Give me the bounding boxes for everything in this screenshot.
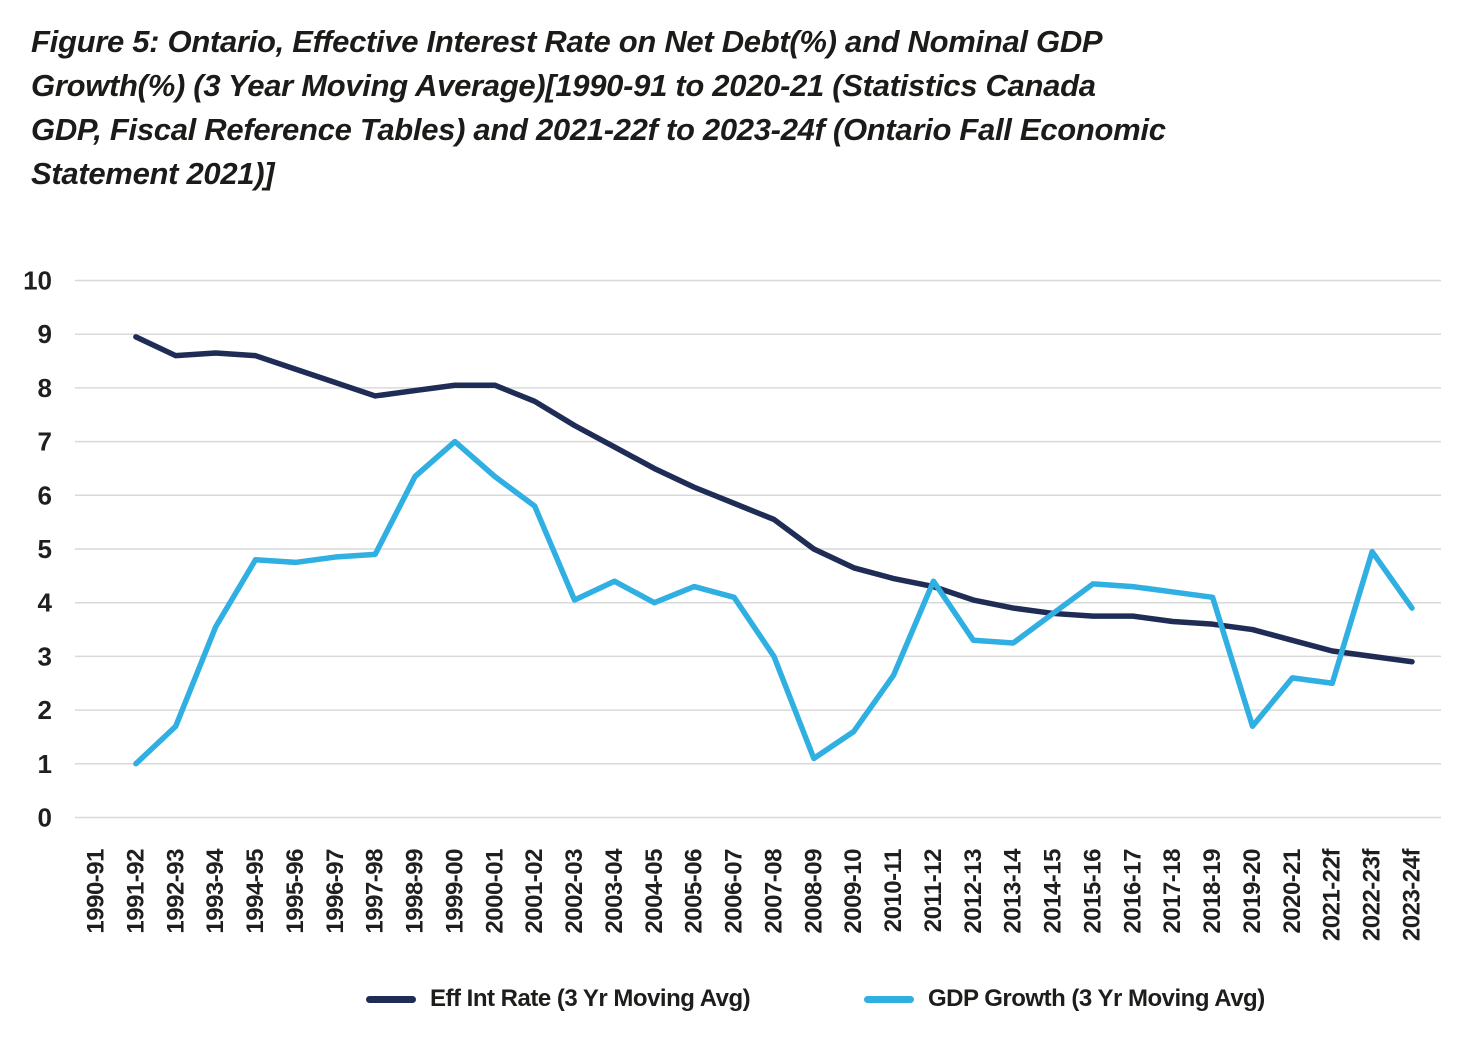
figure-title-line-2: Growth(%) (3 Year Moving Average)[1990-9… bbox=[31, 68, 1096, 103]
y-axis-label-6: 6 bbox=[38, 480, 52, 510]
x-axis-label-2005-06: 2005-06 bbox=[681, 849, 708, 934]
legend-item-gdp-growth: GDP Growth (3 Yr Moving Avg) bbox=[864, 984, 1265, 1014]
x-axis-label-2012-13: 2012-13 bbox=[960, 849, 987, 934]
x-axis-label-1995-96: 1995-96 bbox=[282, 849, 309, 934]
x-axis-label-2013-14: 2013-14 bbox=[1000, 848, 1027, 934]
legend-label-eff-int-rate: Eff Int Rate (3 Yr Moving Avg) bbox=[430, 985, 751, 1012]
series-line-gdp-growth bbox=[133, 438, 1415, 767]
y-axis-label-9: 9 bbox=[38, 319, 52, 349]
y-axis-label-3: 3 bbox=[38, 641, 52, 671]
x-axis-label-2011-12: 2011-12 bbox=[920, 849, 947, 932]
y-axis-label-4: 4 bbox=[38, 588, 53, 618]
y-axis-label-8: 8 bbox=[38, 373, 52, 403]
x-axis-label-2023-24f: 2023-24f bbox=[1399, 848, 1426, 942]
legend-item-eff-int-rate: Eff Int Rate (3 Yr Moving Avg) bbox=[366, 984, 751, 1014]
legend-swatch-gdp-growth-icon bbox=[864, 995, 914, 1003]
x-axis-label-2010-11: 2010-11 bbox=[880, 849, 907, 932]
x-axis-label-2020-21: 2020-21 bbox=[1279, 849, 1306, 934]
x-axis-label-2007-08: 2007-08 bbox=[760, 849, 787, 934]
figure-title: Figure 5: Ontario, Effective Interest Ra… bbox=[31, 20, 1166, 196]
legend-swatch-eff-int-rate-icon bbox=[366, 995, 416, 1003]
x-axis-label-2000-01: 2000-01 bbox=[481, 849, 508, 934]
y-axis-label-7: 7 bbox=[38, 427, 52, 457]
x-axis-label-1991-92: 1991-92 bbox=[122, 849, 149, 934]
x-axis-label-2018-19: 2018-19 bbox=[1199, 849, 1226, 934]
x-axis-label-1999-00: 1999-00 bbox=[441, 849, 468, 934]
x-axis-label-1993-94: 1993-94 bbox=[202, 848, 229, 934]
x-axis-label-2017-18: 2017-18 bbox=[1159, 849, 1186, 934]
y-axis-label-1: 1 bbox=[38, 749, 52, 779]
legend-label-gdp-growth: GDP Growth (3 Yr Moving Avg) bbox=[928, 985, 1265, 1012]
y-axis-label-10: 10 bbox=[23, 266, 52, 296]
x-axis-label-2014-15: 2014-15 bbox=[1040, 849, 1067, 934]
figure-title-line-3: GDP, Fiscal Reference Tables) and 2021-2… bbox=[31, 112, 1166, 147]
y-axis-label-2: 2 bbox=[38, 695, 52, 725]
x-axis-label-2006-07: 2006-07 bbox=[721, 849, 748, 934]
x-axis-label-2009-10: 2009-10 bbox=[840, 849, 867, 934]
figure-title-line-1: Figure 5: Ontario, Effective Interest Ra… bbox=[31, 24, 1103, 59]
figure-title-line-4: Statement 2021)] bbox=[31, 156, 275, 191]
x-axis-label-1998-99: 1998-99 bbox=[402, 849, 429, 934]
x-axis-label-2022-23f: 2022-23f bbox=[1359, 848, 1386, 942]
y-axis-label-5: 5 bbox=[38, 534, 52, 564]
x-axis-label-2021-22f: 2021-22f bbox=[1319, 848, 1346, 942]
x-axis-label-2008-09: 2008-09 bbox=[800, 849, 827, 934]
y-axis-label-0: 0 bbox=[38, 803, 52, 833]
x-axis-label-2015-16: 2015-16 bbox=[1079, 849, 1106, 934]
x-axis-label-1994-95: 1994-95 bbox=[242, 849, 269, 934]
x-axis-label-2001-02: 2001-02 bbox=[521, 849, 548, 934]
x-axis-label-2019-20: 2019-20 bbox=[1239, 849, 1266, 934]
x-axis-label-2002-03: 2002-03 bbox=[561, 849, 588, 934]
x-axis-label-1997-98: 1997-98 bbox=[362, 849, 389, 934]
series-line-eff-int-rate bbox=[133, 334, 1415, 665]
x-axis-label-1992-93: 1992-93 bbox=[162, 849, 189, 934]
x-axis-label-1990-91: 1990-91 bbox=[83, 849, 110, 934]
chart-legend: Eff Int Rate (3 Yr Moving Avg) GDP Growt… bbox=[0, 984, 1477, 1014]
x-axis-label-2004-05: 2004-05 bbox=[641, 849, 668, 934]
x-axis-label-1996-97: 1996-97 bbox=[322, 849, 349, 934]
x-axis-label-2003-04: 2003-04 bbox=[601, 848, 628, 934]
x-axis-label-2016-17: 2016-17 bbox=[1119, 849, 1146, 934]
